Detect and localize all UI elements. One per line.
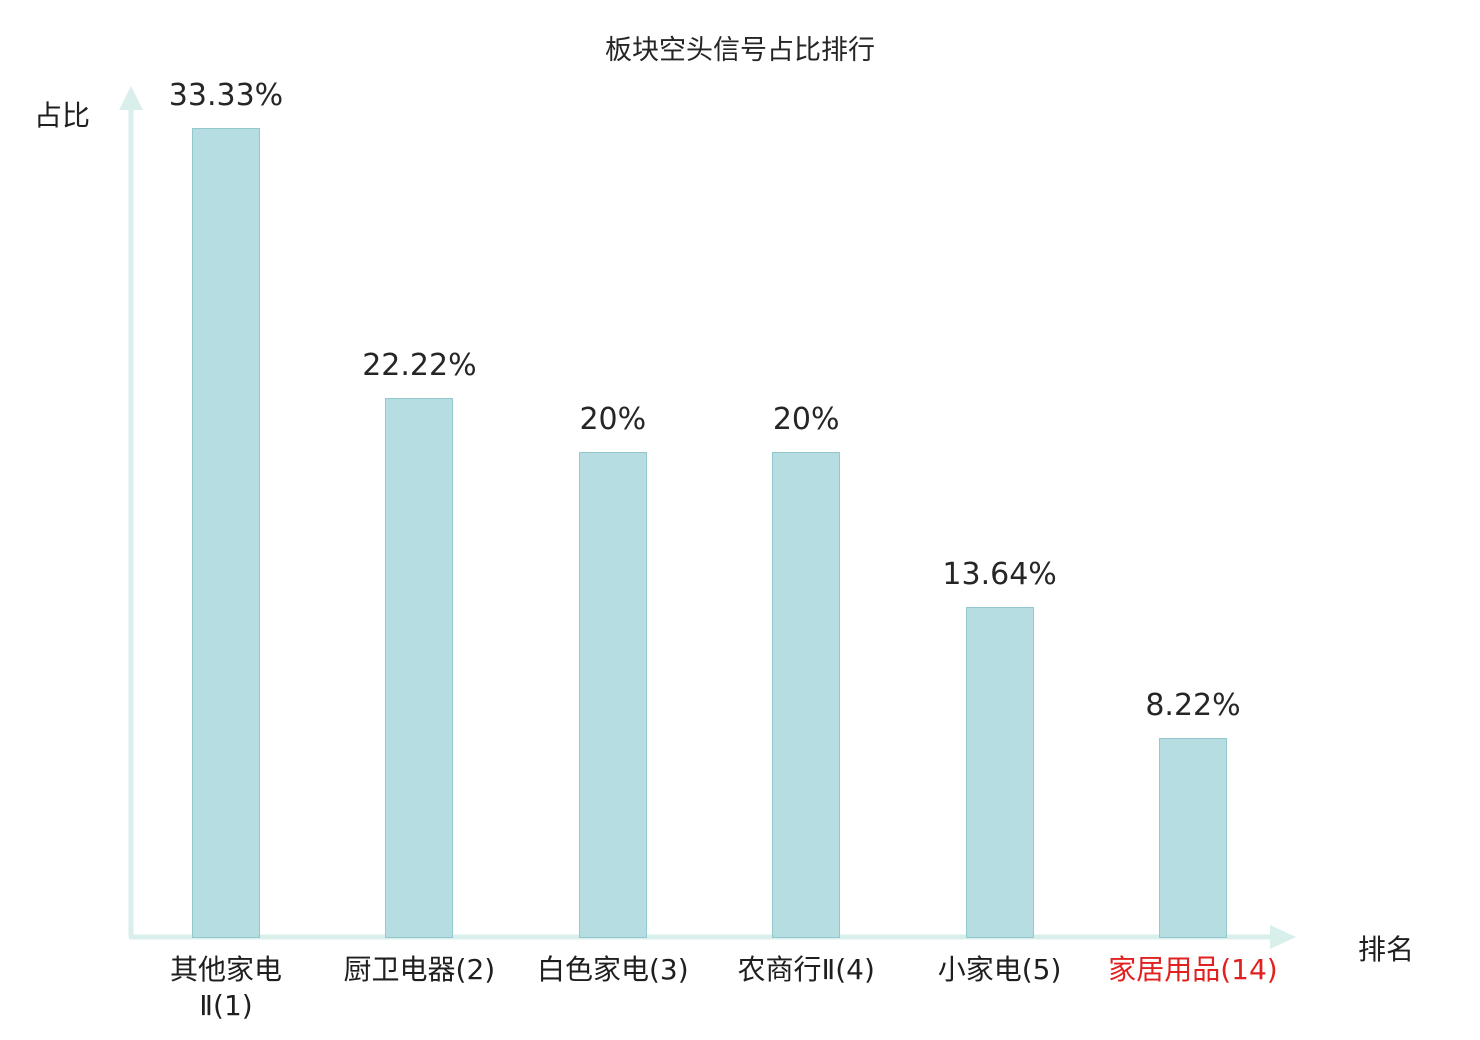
x-axis-arrow-icon [1270,925,1296,949]
bar-value-label: 20% [579,402,647,437]
bar-value-label: 20% [772,402,840,437]
bar [578,452,647,938]
bar-category-label: 其他家电 Ⅱ(1) [169,953,282,1022]
bar [965,607,1034,938]
bar-category-label: 家居用品(14) [1108,953,1278,986]
bar [772,452,841,938]
bar-value-label: 33.33% [168,78,284,113]
y-axis-label: 占比 [34,99,91,132]
bar-category-label: 小家电(5) [937,953,1062,986]
bar-value-label: 8.22% [1145,688,1241,723]
bar-category-label: 农商行Ⅱ(4) [737,953,875,986]
x-axis-label: 排名 [1358,933,1415,966]
bar-value-label: 22.22% [362,348,477,383]
bar [192,128,260,938]
bar [1159,738,1227,938]
bar-category-label: 厨卫电器(2) [343,953,496,986]
bar-category-label: 白色家电(3) [536,953,689,986]
chart-title: 板块空头信号占比排行 [605,35,875,66]
bar [385,398,454,938]
bar-value-label: 13.64% [942,557,1057,592]
